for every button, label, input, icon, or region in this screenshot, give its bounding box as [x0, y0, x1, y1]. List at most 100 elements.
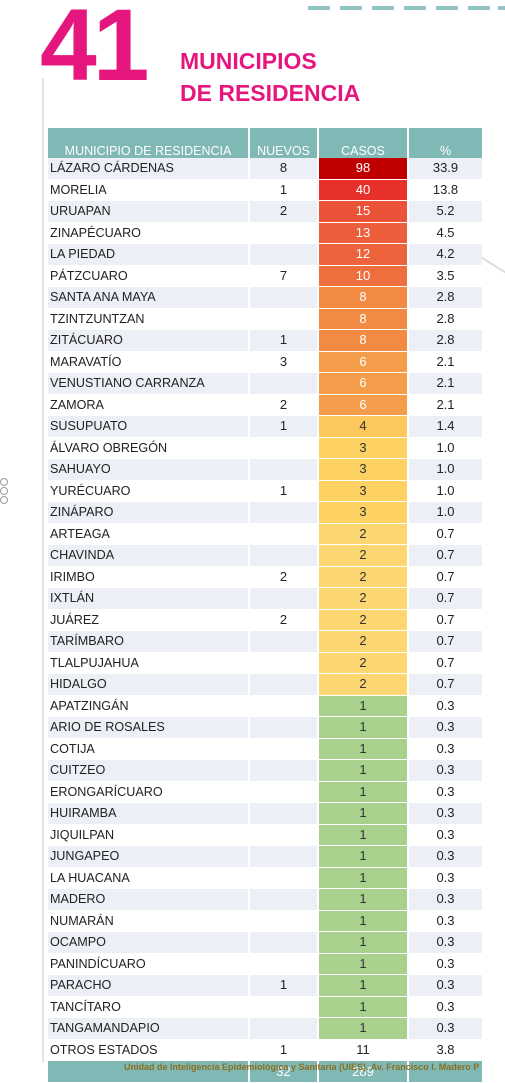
table-row: ARTEAGA 2 0.7: [48, 523, 482, 545]
nuevos-cell: [250, 695, 317, 717]
nuevos-cell: [250, 824, 317, 846]
nuevos-cell: [250, 803, 317, 825]
nuevos-cell: 1: [250, 480, 317, 502]
decorative-dash: [498, 6, 505, 10]
casos-cell: 6: [319, 373, 407, 395]
table-row: MADERO 1 0.3: [48, 889, 482, 911]
casos-cell: 98: [319, 158, 407, 180]
percent-cell: 0.3: [409, 889, 482, 911]
municipality-count: 41: [40, 0, 149, 102]
percent-cell: 1.4: [409, 416, 482, 438]
table-row: LA HUACANA 1 0.3: [48, 867, 482, 889]
nuevos-cell: 2: [250, 201, 317, 223]
percent-cell: 0.7: [409, 566, 482, 588]
table-row: ÁLVARO OBREGÓN 3 1.0: [48, 437, 482, 459]
municipio-cell: SUSUPUATO: [48, 416, 248, 438]
table-row: PÁTZCUARO 7 10 3.5: [48, 265, 482, 287]
table-row: ZITÁCUARO 1 8 2.8: [48, 330, 482, 352]
percent-cell: 2.8: [409, 330, 482, 352]
percent-cell: 0.3: [409, 867, 482, 889]
casos-cell: 1: [319, 803, 407, 825]
municipio-cell: TANCÍTARO: [48, 996, 248, 1018]
municipio-cell: PÁTZCUARO: [48, 265, 248, 287]
nuevos-cell: 1: [250, 179, 317, 201]
percent-cell: 0.3: [409, 824, 482, 846]
casos-cell: 2: [319, 523, 407, 545]
municipio-cell: TANGAMANDAPIO: [48, 1018, 248, 1040]
nuevos-cell: [250, 760, 317, 782]
casos-cell: 1: [319, 1018, 407, 1040]
casos-cell: 1: [319, 953, 407, 975]
nuevos-cell: [250, 674, 317, 696]
municipio-cell: TZINTZUNTZAN: [48, 308, 248, 330]
footer-source-text: Unidad de Inteligencia Epidemiológica y …: [124, 1062, 480, 1072]
municipio-cell: ZAMORA: [48, 394, 248, 416]
table-row: VENUSTIANO CARRANZA 6 2.1: [48, 373, 482, 395]
casos-cell: 1: [319, 717, 407, 739]
decorative-dash: [404, 6, 426, 10]
casos-cell: 4: [319, 416, 407, 438]
percent-cell: 3.5: [409, 265, 482, 287]
percent-cell: 2.8: [409, 308, 482, 330]
column-header-casos: CASOS: [319, 128, 407, 158]
municipio-cell: ERONGARÍCUARO: [48, 781, 248, 803]
municipio-cell: SANTA ANA MAYA: [48, 287, 248, 309]
percent-cell: 0.3: [409, 846, 482, 868]
casos-cell: 2: [319, 566, 407, 588]
nuevos-cell: [250, 545, 317, 567]
municipio-cell: ÁLVARO OBREGÓN: [48, 437, 248, 459]
percent-cell: 33.9: [409, 158, 482, 180]
nuevos-cell: 2: [250, 609, 317, 631]
percent-cell: 13.8: [409, 179, 482, 201]
binder-rings-icon: [0, 478, 8, 505]
ring-icon: [0, 496, 8, 504]
nuevos-cell: [250, 437, 317, 459]
percent-cell: 0.7: [409, 609, 482, 631]
percent-cell: 0.7: [409, 674, 482, 696]
nuevos-cell: [250, 631, 317, 653]
municipio-cell: ZITÁCUARO: [48, 330, 248, 352]
casos-cell: 11: [319, 1039, 407, 1061]
municipio-cell: HIDALGO: [48, 674, 248, 696]
nuevos-cell: [250, 308, 317, 330]
table-row: TARÍMBARO 2 0.7: [48, 631, 482, 653]
percent-cell: 0.3: [409, 953, 482, 975]
percent-cell: 0.3: [409, 975, 482, 997]
nuevos-cell: [250, 523, 317, 545]
table-row: ERONGARÍCUARO 1 0.3: [48, 781, 482, 803]
table-body: LÁZARO CÁRDENAS 8 98 33.9 MORELIA 1 40 13.8 URUA…: [48, 158, 482, 1083]
table-row: IXTLÁN 2 0.7: [48, 588, 482, 610]
municipality-cases-table: MUNICIPIO DE RESIDENCIA NUEVOS CASOS % L…: [46, 128, 484, 1083]
municipio-cell: SAHUAYO: [48, 459, 248, 481]
percent-cell: 0.3: [409, 781, 482, 803]
percent-cell: 0.7: [409, 588, 482, 610]
casos-cell: 8: [319, 308, 407, 330]
table-row: MARAVATÍO 3 6 2.1: [48, 351, 482, 373]
nuevos-cell: [250, 889, 317, 911]
nuevos-cell: [250, 717, 317, 739]
percent-cell: 2.8: [409, 287, 482, 309]
table-row: CHAVINDA 2 0.7: [48, 545, 482, 567]
page-title-line-2: DE RESIDENCIA: [180, 80, 361, 106]
percent-cell: 1.0: [409, 502, 482, 524]
decorative-dash: [340, 6, 362, 10]
nuevos-cell: [250, 910, 317, 932]
nuevos-cell: [250, 1018, 317, 1040]
table-row: YURÉCUARO 1 3 1.0: [48, 480, 482, 502]
decorative-dash: [308, 6, 330, 10]
nuevos-cell: [250, 932, 317, 954]
percent-cell: 2.1: [409, 394, 482, 416]
nuevos-cell: [250, 459, 317, 481]
casos-cell: 1: [319, 760, 407, 782]
percent-cell: 0.3: [409, 932, 482, 954]
percent-cell: 1.0: [409, 459, 482, 481]
municipio-cell: ARTEAGA: [48, 523, 248, 545]
casos-cell: 1: [319, 932, 407, 954]
percent-cell: 1.0: [409, 437, 482, 459]
decorative-dash: [372, 6, 394, 10]
casos-cell: 15: [319, 201, 407, 223]
casos-cell: 6: [319, 394, 407, 416]
percent-cell: 0.3: [409, 695, 482, 717]
nuevos-cell: 2: [250, 566, 317, 588]
municipio-cell: JUÁREZ: [48, 609, 248, 631]
